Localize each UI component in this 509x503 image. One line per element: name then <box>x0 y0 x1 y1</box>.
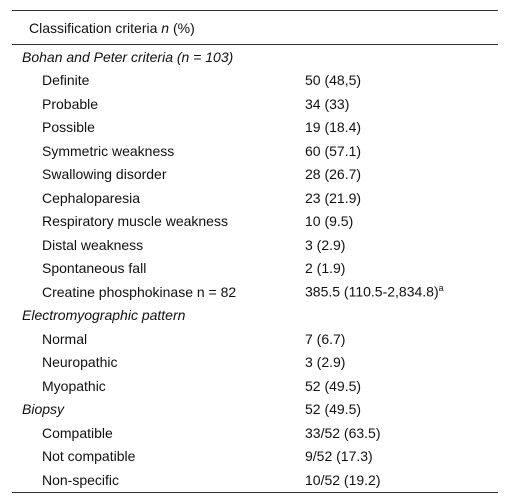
item-label: Myopathic <box>42 377 106 394</box>
value-text: 7 (6.7) <box>305 330 346 347</box>
item-row: Definite 50 (48,5) <box>12 69 498 93</box>
value-text: 3 (2.9) <box>305 354 346 371</box>
item-label: Cephaloparesia <box>42 189 141 206</box>
section-title: Biopsy <box>22 401 65 418</box>
item-row: Symmetric weakness 60 (57.1) <box>12 139 498 163</box>
value-text: 385.5 (110.5-2,834.8) <box>305 284 439 301</box>
value-text: 23 (21.9) <box>305 189 362 206</box>
item-value: 2 (1.9) <box>305 257 498 281</box>
item-label: Distal weakness <box>42 236 144 253</box>
value-text: 60 (57.1) <box>305 142 362 159</box>
section-row: Bohan and Peter criteria (n = 103) <box>12 45 498 69</box>
section-value <box>305 45 498 69</box>
value-text: 3 (2.9) <box>305 236 346 253</box>
value-text: 34 (33) <box>305 95 350 112</box>
item-row: Myopathic 52 (49.5) <box>12 374 498 398</box>
value-text: 28 (26.7) <box>305 166 362 183</box>
item-row: Distal weakness 3 (2.9) <box>12 233 498 257</box>
value-text: 50 (48,5) <box>305 72 362 89</box>
item-value: 10/52 (19.2) <box>305 468 498 492</box>
item-value: 3 (2.9) <box>305 351 498 375</box>
item-label: Spontaneous fall <box>42 260 147 277</box>
item-label: Non-specific <box>42 471 120 488</box>
header-unit: (%) <box>172 19 195 36</box>
item-label: Swallowing disorder <box>42 166 167 183</box>
item-label: Definite <box>42 72 90 89</box>
item-row: Possible 19 (18.4) <box>12 116 498 140</box>
item-value: 34 (33) <box>305 92 498 116</box>
value-text: 33/52 (63.5) <box>305 424 381 441</box>
item-row: Normal 7 (6.7) <box>12 327 498 351</box>
item-value: 3 (2.9) <box>305 233 498 257</box>
section-value <box>305 304 498 328</box>
item-row: Not compatible 9/52 (17.3) <box>12 445 498 469</box>
item-value: 50 (48,5) <box>305 69 498 93</box>
item-label: Normal <box>42 330 88 347</box>
value-text: 9/52 (17.3) <box>305 448 373 465</box>
item-label: Respiratory muscle weakness <box>42 213 228 230</box>
section-row: Biopsy 52 (49.5) <box>12 398 498 422</box>
value-text: 52 (49.5) <box>305 377 362 394</box>
table-header: Classification criteria n (%) <box>12 10 498 45</box>
section-row: Electromyographic pattern <box>12 304 498 328</box>
value-text: 19 (18.4) <box>305 119 362 136</box>
item-row: Spontaneous fall 2 (1.9) <box>12 257 498 281</box>
value-text: 2 (1.9) <box>305 260 346 277</box>
item-row: Respiratory muscle weakness 10 (9.5) <box>12 210 498 234</box>
section-value: 52 (49.5) <box>305 401 362 418</box>
table-body: Bohan and Peter criteria (n = 103) Defini… <box>12 45 498 492</box>
item-value: 385.5 (110.5-2,834.8)a <box>305 280 498 304</box>
header-cell: Classification criteria n (%) <box>12 11 498 45</box>
item-row: Creatine phosphokinase n = 82 385.5 (110.… <box>12 280 498 304</box>
footnote-marker: a <box>438 283 444 294</box>
item-label: Symmetric weakness <box>42 142 175 159</box>
criteria-table: Classification criteria n (%) Bohan and … <box>12 10 498 493</box>
item-value: 19 (18.4) <box>305 116 498 140</box>
item-row: Swallowing disorder 28 (26.7) <box>12 163 498 187</box>
item-row: Cephaloparesia 23 (21.9) <box>12 186 498 210</box>
item-label: Possible <box>42 119 95 136</box>
item-label: Creatine phosphokinase n = 82 <box>42 283 237 300</box>
item-label: Probable <box>42 95 99 112</box>
item-row: Probable 34 (33) <box>12 92 498 116</box>
item-row: Non-specific 10/52 (19.2) <box>12 468 498 492</box>
item-label: Not compatible <box>42 448 136 465</box>
item-value: 10 (9.5) <box>305 210 498 234</box>
item-label: Compatible <box>42 424 113 441</box>
item-value: 7 (6.7) <box>305 327 498 351</box>
item-value: 60 (57.1) <box>305 139 498 163</box>
item-row: Neuropathic 3 (2.9) <box>12 351 498 375</box>
item-value: 28 (26.7) <box>305 163 498 187</box>
item-label: Neuropathic <box>42 354 118 371</box>
section-title: Electromyographic pattern <box>22 307 186 324</box>
item-value: 33/52 (63.5) <box>305 421 498 445</box>
table-container: Classification criteria n (%) Bohan and … <box>12 10 498 493</box>
section-title: Bohan and Peter criteria (n = 103) <box>22 48 234 65</box>
item-value: 9/52 (17.3) <box>305 445 498 469</box>
header-label: Classification criteria <box>29 19 158 36</box>
item-value: 52 (49.5) <box>305 374 498 398</box>
value-text: 10 (9.5) <box>305 213 354 230</box>
value-text: 10/52 (19.2) <box>305 471 381 488</box>
item-value: 23 (21.9) <box>305 186 498 210</box>
item-row: Compatible 33/52 (63.5) <box>12 421 498 445</box>
header-n: n <box>161 19 170 36</box>
header-row: Classification criteria n (%) <box>12 10 498 45</box>
